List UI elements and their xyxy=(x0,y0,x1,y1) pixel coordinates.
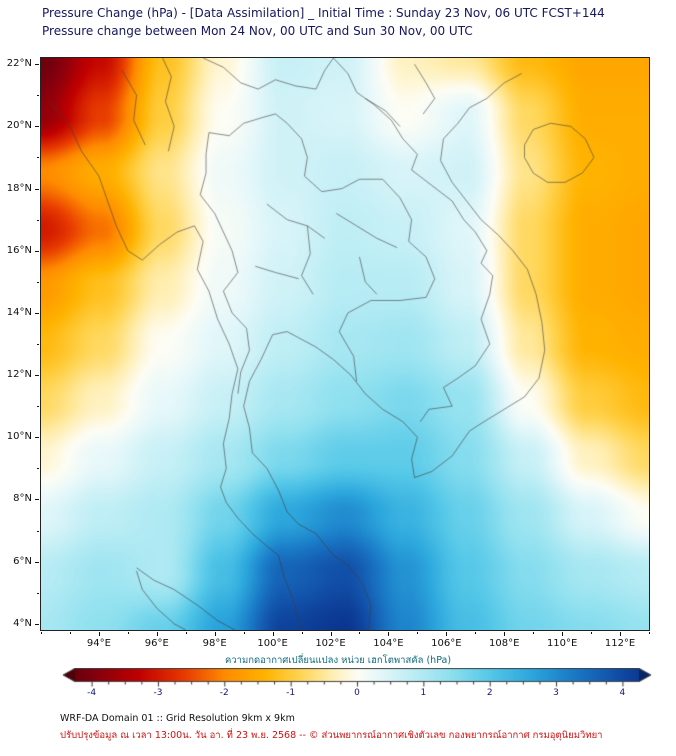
y-tick-mark xyxy=(35,375,39,377)
y-minor-tick-mark xyxy=(37,468,39,470)
y-tick-mark xyxy=(35,561,39,563)
y-minor-tick-mark xyxy=(37,95,39,97)
y-tick-label: 22°N xyxy=(6,58,32,70)
footer-domain-info: WRF-DA Domain 01 :: Grid Resolution 9km … xyxy=(60,713,295,724)
x-tick-mark xyxy=(504,632,506,636)
x-axis-labels: 94°E 96°E 98°E 100°E 102°E 104°E 106°E 108°E 110… xyxy=(40,632,650,656)
x-minor-tick-mark xyxy=(127,632,129,634)
y-tick-mark xyxy=(35,188,39,190)
y-tick-label: 16°N xyxy=(6,244,32,256)
pressure-field-canvas xyxy=(41,58,649,630)
y-tick-mark xyxy=(35,499,39,501)
y-tick-label: 4°N xyxy=(13,617,32,629)
x-tick-label: 98°E xyxy=(202,638,227,649)
colorbar-tick-label: -4 xyxy=(87,688,97,698)
x-tick-label: 108°E xyxy=(489,638,520,649)
y-minor-tick-mark xyxy=(37,530,39,532)
y-minor-tick-mark xyxy=(37,406,39,408)
x-minor-tick-mark xyxy=(359,632,361,634)
map-plot-area xyxy=(40,57,650,631)
x-tick-label: 106°E xyxy=(431,638,462,649)
x-minor-tick-mark xyxy=(533,632,535,634)
x-tick-label: 112°E xyxy=(604,638,636,649)
y-minor-tick-mark xyxy=(37,281,39,283)
y-tick-mark xyxy=(35,126,39,128)
colorbar-tick-label: -3 xyxy=(153,688,163,698)
x-tick-mark xyxy=(330,632,332,636)
colorbar-tick-label: 3 xyxy=(553,688,559,698)
colorbar-label: ความกดอากาศเปลี่ยนแปลง หน่วย เฮกโตพาสคัล… xyxy=(224,655,452,666)
plot-subtitle: Pressure change between Mon 24 Nov, 00 U… xyxy=(42,24,473,38)
y-tick-mark xyxy=(35,623,39,625)
y-axis-labels: 22°N 20°N 18°N 16°N 14°N 12°N 10°N 8°N 6°N 4°N xyxy=(0,57,39,631)
y-tick-mark xyxy=(35,312,39,314)
x-tick-mark xyxy=(388,632,390,636)
colorbar-canvas xyxy=(62,668,652,688)
x-minor-tick-mark xyxy=(185,632,187,634)
plot-title: Pressure Change (hPa) - [Data Assimilati… xyxy=(42,6,605,20)
x-tick-mark xyxy=(214,632,216,636)
x-minor-tick-mark xyxy=(417,632,419,634)
y-tick-label: 20°N xyxy=(6,120,32,132)
y-minor-tick-mark xyxy=(37,592,39,594)
y-tick-label: 8°N xyxy=(13,493,32,505)
y-tick-mark xyxy=(35,437,39,439)
y-tick-mark xyxy=(35,250,39,252)
x-tick-label: 94°E xyxy=(86,638,111,649)
y-minor-tick-mark xyxy=(37,157,39,159)
footer-update-info: ปรับปรุงข้อมูล ณ เวลา 13:00น. วัน อา. ที… xyxy=(60,730,603,741)
y-tick-mark xyxy=(35,64,39,66)
y-tick-label: 12°N xyxy=(6,369,32,381)
x-tick-mark xyxy=(446,632,448,636)
x-tick-label: 104°E xyxy=(373,638,404,649)
y-minor-tick-mark xyxy=(37,219,39,221)
y-minor-tick-mark xyxy=(37,344,39,345)
x-minor-tick-mark xyxy=(591,632,593,634)
y-tick-label: 18°N xyxy=(6,182,32,194)
x-minor-tick-mark xyxy=(649,632,650,634)
x-minor-tick-mark xyxy=(301,632,303,634)
x-minor-tick-mark xyxy=(69,632,71,634)
x-minor-tick-mark xyxy=(475,632,477,634)
x-tick-label: 110°E xyxy=(546,638,578,649)
colorbar-tick-label: -2 xyxy=(219,688,229,698)
y-tick-label: 6°N xyxy=(13,555,32,567)
x-tick-mark xyxy=(98,632,100,636)
colorbar-tick-label: 4 xyxy=(619,688,626,698)
x-tick-label: 102°E xyxy=(315,638,346,649)
y-tick-label: 14°N xyxy=(6,306,32,318)
x-tick-mark xyxy=(562,632,564,636)
x-tick-label: 100°E xyxy=(257,638,288,649)
x-tick-mark xyxy=(272,632,274,636)
y-tick-label: 10°N xyxy=(6,431,32,443)
colorbar: -4 -3 -2 -1 0 1 2 3 4 xyxy=(62,668,652,704)
colorbar-tick-label: 1 xyxy=(420,688,427,698)
x-minor-tick-mark xyxy=(243,632,245,634)
x-minor-tick-mark xyxy=(41,632,42,634)
colorbar-tick-label: 2 xyxy=(486,688,493,698)
colorbar-tick-label: -1 xyxy=(286,688,296,698)
colorbar-tick-label: 0 xyxy=(354,688,360,698)
x-tick-mark xyxy=(620,632,622,636)
x-tick-mark xyxy=(156,632,158,636)
x-tick-label: 96°E xyxy=(144,638,169,649)
